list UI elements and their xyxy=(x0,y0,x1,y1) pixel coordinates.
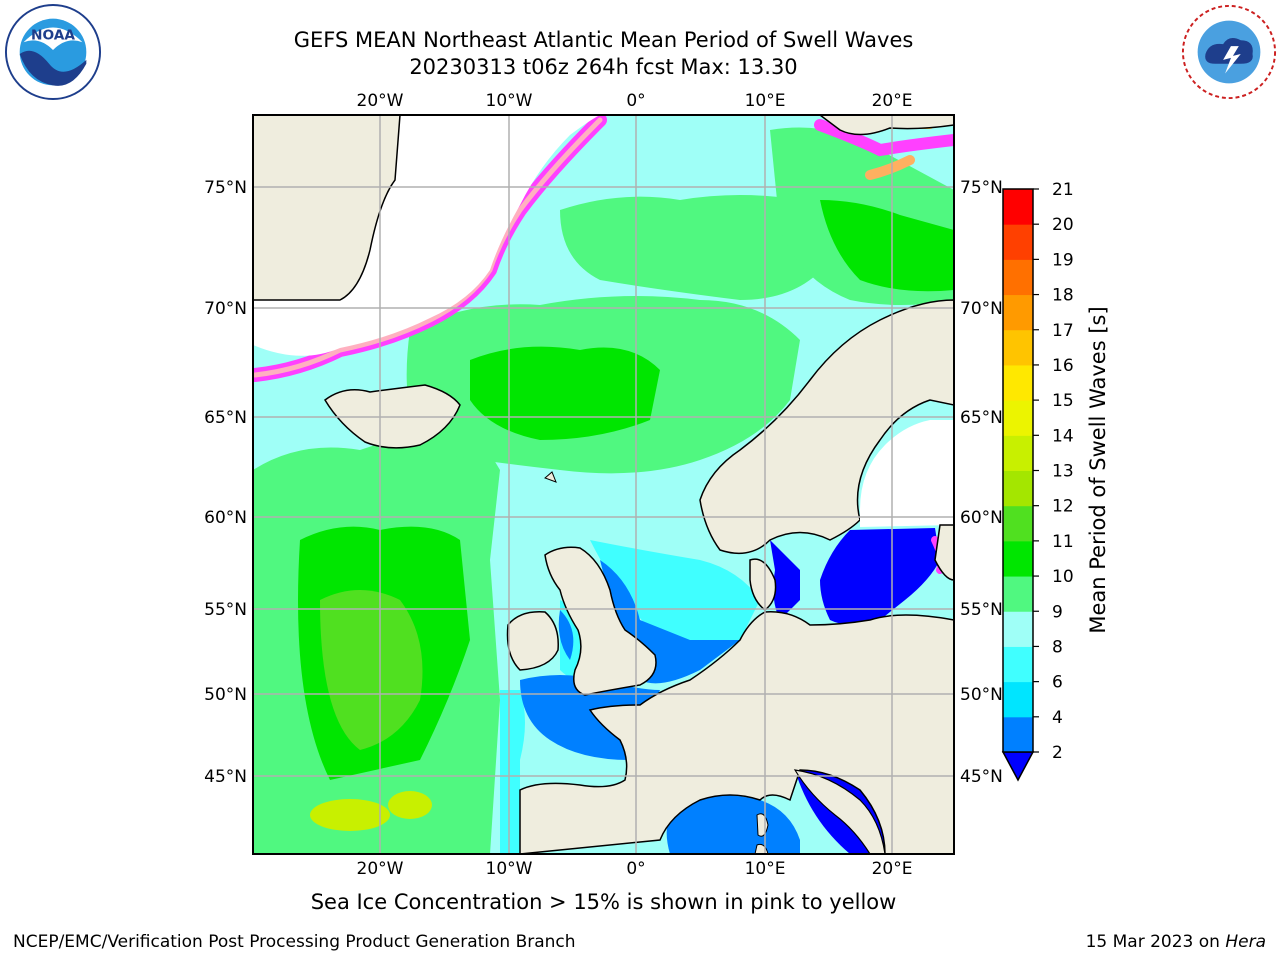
colorbar-segment xyxy=(1003,681,1033,718)
lat-label: 50°N xyxy=(204,685,247,705)
lon-label: 20°W xyxy=(357,859,404,879)
greenland-land xyxy=(253,115,401,301)
lat-label: 65°N xyxy=(960,408,1003,428)
colorbar-tick-label: 4 xyxy=(1052,708,1063,728)
lat-label: 50°N xyxy=(960,685,1003,705)
colorbar-tick-label: 17 xyxy=(1052,321,1074,341)
colorbar-tick-label: 9 xyxy=(1052,602,1063,622)
colorbar: 2 4 6 8 9 10 11 12 13 14 15 16 17 18 19 20 21 xyxy=(1001,180,1074,782)
colorbar-tick-label: 20 xyxy=(1052,215,1074,235)
lon-label: 10°W xyxy=(486,859,533,879)
map-area xyxy=(253,115,954,854)
lon-label: 0° xyxy=(626,91,645,111)
great-britain xyxy=(544,546,657,696)
lat-label: 75°N xyxy=(960,178,1003,198)
colorbar-label: Mean Period of Swell Waves [s] xyxy=(1086,306,1110,634)
colorbar-segment xyxy=(1003,259,1033,296)
lon-label: 20°W xyxy=(357,91,404,111)
lat-label: 70°N xyxy=(960,299,1003,319)
colorbar-segment xyxy=(1003,329,1033,366)
colorbar-segment xyxy=(1003,470,1033,507)
colorbar-tick-label: 21 xyxy=(1052,180,1074,200)
map-frame xyxy=(252,114,955,855)
swell-12s-field xyxy=(320,590,423,750)
faroe xyxy=(544,471,557,483)
colorbar-tick-label: 16 xyxy=(1052,356,1074,376)
lon-labels-bottom: 20°W 10°W 0° 10°E 20°E xyxy=(357,859,913,879)
svalbard-land xyxy=(818,115,954,136)
ireland xyxy=(506,611,559,671)
colorbar-segment xyxy=(1003,224,1033,260)
lon-label: 0° xyxy=(626,859,645,879)
colorbar-tick-label: 15 xyxy=(1052,391,1074,411)
lon-label: 20°E xyxy=(872,91,913,111)
date-prefix: 15 Mar 2023 on xyxy=(1085,932,1226,952)
sea-ice-note: Sea Ice Concentration > 15% is shown in … xyxy=(310,890,897,914)
lat-label: 60°N xyxy=(204,508,247,528)
lon-labels-top: 20°W 10°W 0° 10°E 20°E xyxy=(357,91,913,111)
svg-text:NOAA: NOAA xyxy=(31,27,75,43)
colorbar-segment xyxy=(1003,540,1033,577)
nws-logo xyxy=(1181,4,1277,100)
colorbar-extend-triangle xyxy=(1001,751,1035,782)
baltic-gulf-ice xyxy=(860,420,954,527)
lat-label: 60°N xyxy=(960,508,1003,528)
colorbar-segment xyxy=(1003,576,1033,612)
continental-europe xyxy=(519,611,954,854)
swell-13s-field xyxy=(310,791,432,831)
noaa-logo: NOAA xyxy=(4,3,102,101)
colorbar-tick-label: 19 xyxy=(1052,250,1074,270)
colorbar-tick-label: 14 xyxy=(1052,426,1074,446)
lon-label: 10°W xyxy=(486,91,533,111)
lat-label: 75°N xyxy=(204,178,247,198)
colorbar-segment xyxy=(1003,435,1033,471)
scandinavia xyxy=(699,299,954,555)
colorbar-segment xyxy=(1003,294,1033,331)
host-name: Hera xyxy=(1225,932,1266,952)
lat-label: 45°N xyxy=(204,767,247,787)
lat-label: 55°N xyxy=(960,600,1003,620)
date-text: 15 Mar 2023 on Hera xyxy=(1086,932,1266,952)
colorbar-tick-label: 8 xyxy=(1052,637,1063,657)
plot-subtitle: 20230313 t06z 264h fcst Max: 13.30 xyxy=(409,55,798,79)
colorbar-segment xyxy=(1003,364,1033,401)
colorbar-tick-label: 6 xyxy=(1052,673,1063,693)
plot-title: GEFS MEAN Northeast Atlantic Mean Period… xyxy=(293,28,914,52)
colorbar-tick-label: 10 xyxy=(1052,567,1074,587)
colorbar-segment xyxy=(1003,505,1033,542)
colorbar-segment xyxy=(1003,716,1033,753)
lat-labels-left: 75°N 70°N 65°N 60°N 55°N 50°N 45°N xyxy=(204,178,247,787)
italy xyxy=(793,769,886,854)
colorbar-tick-label: 13 xyxy=(1052,462,1074,482)
graticule xyxy=(253,115,954,854)
lat-labels-right: 75°N 70°N 65°N 60°N 55°N 50°N 45°N xyxy=(960,178,1003,787)
colorbar-tick-label: 2 xyxy=(1052,743,1063,763)
colorbar-tick-label: 11 xyxy=(1052,532,1074,552)
colorbar-tick-label: 12 xyxy=(1052,497,1074,517)
colorbar-segment xyxy=(1003,611,1033,647)
colorbar-segment xyxy=(1003,646,1033,683)
lat-label: 45°N xyxy=(960,767,1003,787)
credit-text: NCEP/EMC/Verification Post Processing Pr… xyxy=(13,932,576,952)
colorbar-tick-label: 18 xyxy=(1052,286,1074,306)
lat-label: 65°N xyxy=(204,408,247,428)
colorbar-segment xyxy=(1003,189,1033,225)
lon-label: 10°E xyxy=(745,91,786,111)
lat-label: 55°N xyxy=(204,600,247,620)
lat-label: 70°N xyxy=(204,299,247,319)
lon-label: 10°E xyxy=(745,859,786,879)
lon-label: 20°E xyxy=(872,859,913,879)
colorbar-segment xyxy=(1003,400,1033,436)
